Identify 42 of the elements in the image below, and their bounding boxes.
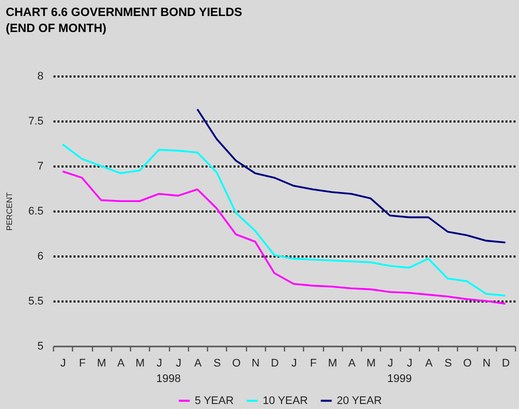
- x-tick-label: J: [176, 358, 182, 370]
- x-tick-label: A: [425, 358, 434, 370]
- x-tick-label: O: [232, 358, 242, 370]
- y-tick-label: 6.5: [28, 206, 44, 218]
- legend-label: 5 YEAR: [194, 394, 234, 407]
- x-tick-label: J: [406, 358, 412, 370]
- chart-subtitle: (END OF MONTH): [6, 21, 106, 35]
- x-tick-label: A: [194, 358, 202, 370]
- y-tick-label: 5.5: [28, 296, 44, 308]
- y-axis-title: PERCENT: [5, 192, 14, 231]
- x-tick-label: A: [117, 358, 126, 370]
- x-tick-label: M: [136, 358, 145, 370]
- x-tick-label: F: [310, 358, 318, 370]
- line-series: [62, 170, 506, 305]
- chart-title: CHART 6.6 GOVERNMENT BOND YIELDS: [6, 5, 242, 19]
- line-series: [62, 144, 506, 296]
- x-tick-label: M: [328, 358, 338, 370]
- x-tick-label: J: [60, 358, 66, 370]
- y-tick-label: 8: [37, 70, 44, 82]
- text: 1998: [156, 373, 181, 385]
- x-tick-label: S: [444, 358, 452, 370]
- y-tick-label: 5: [37, 340, 44, 352]
- x-tick-label: M: [97, 358, 106, 370]
- x-tick-label: D: [502, 358, 510, 370]
- x-tick-label: J: [156, 358, 162, 370]
- y-tick-label: 7.5: [28, 116, 44, 128]
- text: 1999: [387, 373, 412, 385]
- x-tick-label: N: [252, 358, 260, 370]
- x-tick-label: A: [348, 358, 356, 370]
- x-tick-label: M: [366, 358, 376, 370]
- y-tick-label: 6: [37, 250, 44, 262]
- x-tick-label: O: [463, 358, 472, 370]
- legend-label: 20 YEAR: [336, 394, 382, 407]
- x-tick-label: J: [388, 358, 394, 370]
- x-tick-label: F: [79, 358, 86, 370]
- line-series: [196, 108, 506, 244]
- legend-label: 10 YEAR: [262, 394, 308, 407]
- x-tick-label: S: [213, 358, 221, 370]
- x-tick-label: D: [270, 358, 279, 370]
- x-tick-label: J: [291, 358, 297, 370]
- y-tick-label: 7: [37, 160, 44, 172]
- x-tick-label: N: [482, 358, 491, 370]
